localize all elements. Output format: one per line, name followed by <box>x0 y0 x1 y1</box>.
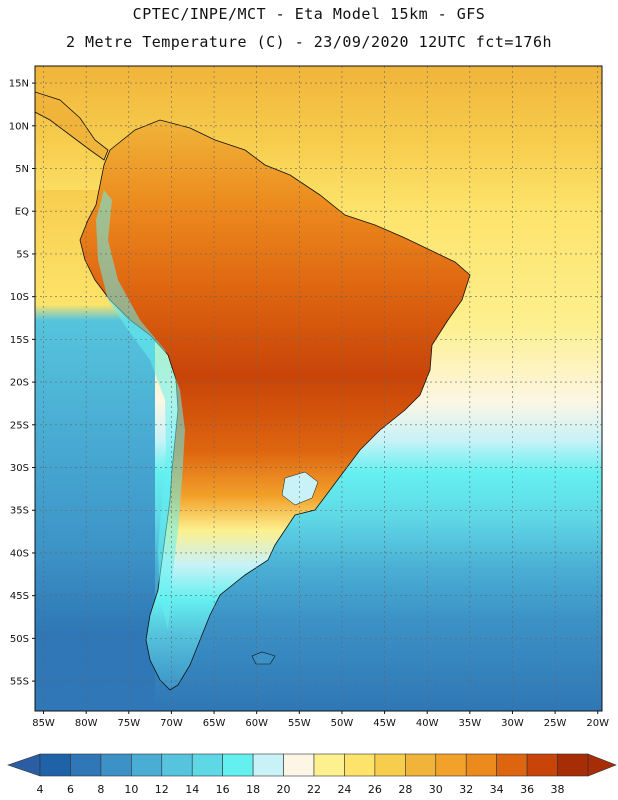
colorbar-label: 16 <box>216 783 230 796</box>
colorbar-swatch <box>131 753 163 777</box>
lon-tick-label: 85W <box>32 718 55 729</box>
colorbar-label: 34 <box>490 783 504 796</box>
colorbar-swatch <box>39 753 71 777</box>
colorbar-swatch <box>313 753 345 777</box>
colorbar-swatch <box>100 753 132 777</box>
colorbar-label: 20 <box>277 783 291 796</box>
colorbar-swatch <box>70 753 102 777</box>
lat-tick-label: 10N <box>9 121 29 132</box>
lat-tick-label: 30S <box>10 463 29 474</box>
map-title-line1: CPTEC/INPE/MCT - Eta Model 15km - GFS <box>132 5 486 23</box>
longitude-labels: 85W 80W 75W 70W 65W 60W 55W 50W 45W 40W 35W 30W 25W 2… <box>32 711 609 729</box>
lon-tick-label: 55W <box>288 718 311 729</box>
lon-tick-label: 35W <box>459 718 482 729</box>
lat-tick-label: 15N <box>9 79 29 90</box>
colorbar-label: 22 <box>307 783 321 796</box>
colorbar-swatch <box>161 753 193 777</box>
colorbar-swatch <box>526 753 558 777</box>
lat-tick-label: EQ <box>15 207 29 218</box>
rio-de-la-plata-cold-spot <box>281 471 319 506</box>
lon-tick-label: 40W <box>416 718 439 729</box>
colorbar-swatch <box>465 753 497 777</box>
colorbar: 4 6 8 10 12 14 16 18 20 22 24 26 28 30 32 34 36 38 <box>7 753 617 796</box>
lon-tick-label: 25W <box>544 718 567 729</box>
lat-tick-label: 25S <box>10 420 29 431</box>
lat-tick-label: 5N <box>15 164 29 175</box>
colorbar-swatch <box>557 753 589 777</box>
colorbar-swatch <box>191 753 223 777</box>
colorbar-label: 10 <box>124 783 138 796</box>
lon-tick-label: 45W <box>373 718 396 729</box>
colorbar-label: 36 <box>520 783 534 796</box>
lat-tick-label: 55S <box>10 677 29 688</box>
colorbar-label: 12 <box>155 783 169 796</box>
lon-tick-label: 65W <box>203 718 226 729</box>
colorbar-label: 28 <box>398 783 412 796</box>
lon-tick-label: 50W <box>331 718 354 729</box>
colorbar-swatch <box>496 753 528 777</box>
lon-tick-label: 80W <box>75 718 98 729</box>
lat-tick-label: 40S <box>10 548 29 559</box>
lat-tick-label: 20S <box>10 378 29 389</box>
colorbar-label: 30 <box>429 783 443 796</box>
colorbar-swatch <box>374 753 406 777</box>
colorbar-label: 38 <box>551 783 565 796</box>
colorbar-label: 18 <box>246 783 260 796</box>
colorbar-label: 6 <box>67 783 74 796</box>
colorbar-swatch <box>405 753 437 777</box>
lat-tick-label: 50S <box>10 634 29 645</box>
lon-tick-label: 20W <box>586 718 609 729</box>
lon-tick-label: 30W <box>501 718 524 729</box>
colorbar-swatch <box>222 753 254 777</box>
lat-tick-label: 15S <box>10 335 29 346</box>
lat-tick-label: 10S <box>10 292 29 303</box>
colorbar-min-arrow <box>7 753 41 777</box>
map-frame <box>34 65 603 712</box>
map-title-line2: 2 Metre Temperature (C) - 23/09/2020 12U… <box>65 33 553 51</box>
lat-tick-label: 35S <box>10 506 29 517</box>
colorbar-max-arrow <box>587 753 617 777</box>
lon-tick-label: 70W <box>160 718 183 729</box>
colorbar-label: 26 <box>368 783 382 796</box>
colorbar-swatch <box>435 753 467 777</box>
colorbar-label: 32 <box>459 783 473 796</box>
colorbar-swatch <box>252 753 284 777</box>
colorbar-label: 24 <box>337 783 351 796</box>
latitude-labels: 15N 10N 5N EQ 5S 10S 15S 20S 25S 30S 35S 40S 45S 50S 5… <box>9 79 35 688</box>
colorbar-label: 8 <box>97 783 104 796</box>
colorbar-swatch <box>283 753 315 777</box>
lon-tick-label: 75W <box>117 718 140 729</box>
colorbar-swatch <box>344 753 376 777</box>
falklands <box>251 651 276 665</box>
colorbar-label: 14 <box>185 783 199 796</box>
lat-tick-label: 5S <box>16 249 29 260</box>
andes-cold-belt <box>96 190 185 630</box>
lat-tick-label: 45S <box>10 591 29 602</box>
colorbar-label: 4 <box>37 783 44 796</box>
lon-tick-label: 60W <box>245 718 268 729</box>
